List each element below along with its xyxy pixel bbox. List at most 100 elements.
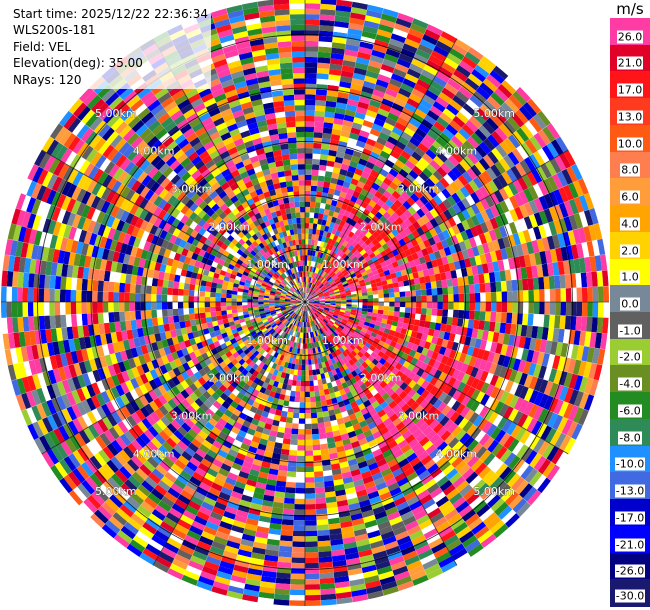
velocity-gate: [503, 223, 513, 237]
velocity-gate: [338, 274, 345, 280]
velocity-gate: [365, 9, 383, 19]
velocity-gate: [327, 269, 333, 276]
velocity-gate: [562, 260, 571, 275]
velocity-gate: [231, 302, 237, 306]
velocity-gate: [560, 288, 567, 302]
velocity-gate: [419, 99, 433, 110]
velocity-gate: [329, 294, 336, 297]
velocity-gate: [281, 519, 294, 526]
velocity-gate: [427, 267, 435, 276]
velocity-gate: [508, 257, 516, 270]
velocity-gate: [307, 271, 310, 277]
velocity-gate: [458, 86, 473, 99]
velocity-gate: [542, 178, 554, 194]
velocity-gate: [465, 119, 479, 133]
velocity-gate: [392, 316, 399, 322]
velocity-gate: [500, 248, 508, 260]
velocity-gate: [498, 366, 508, 379]
velocity-gate: [371, 215, 380, 224]
velocity-gate: [314, 300, 320, 302]
velocity-gate: [483, 272, 491, 283]
velocity-gate: [365, 231, 373, 239]
velocity-gate: [466, 346, 475, 357]
velocity-gate: [315, 287, 320, 293]
velocity-gate: [331, 245, 337, 253]
velocity-gate: [119, 311, 126, 322]
velocity-gate: [351, 233, 359, 241]
velocity-gate: [362, 80, 376, 90]
velocity-gate: [488, 229, 498, 242]
velocity-gate: [305, 255, 308, 261]
velocity-gate: [451, 277, 459, 287]
velocity-gate: [361, 85, 374, 95]
velocity-gate: [477, 173, 488, 186]
velocity-gate: [346, 302, 352, 305]
velocity-gate: [481, 170, 493, 183]
velocity-gate: [432, 295, 438, 302]
velocity-gate: [358, 96, 371, 105]
velocity-gate: [511, 279, 518, 291]
velocity-gate: [335, 300, 342, 302]
velocity-gate: [320, 0, 337, 5]
velocity-gate: [441, 316, 448, 325]
velocity-gate: [411, 343, 419, 352]
velocity-gate: [306, 293, 309, 299]
velocity-gate: [470, 203, 481, 215]
velocity-gate: [388, 310, 395, 316]
velocity-gate: [422, 94, 436, 106]
velocity-gate: [319, 241, 325, 248]
velocity-gate: [356, 273, 363, 279]
velocity-gate: [408, 169, 419, 180]
velocity-gate: [345, 275, 352, 281]
velocity-gate: [404, 312, 411, 319]
velocity-gate: [476, 86, 491, 100]
velocity-gate: [393, 199, 403, 209]
velocity-gate: [316, 519, 329, 526]
velocity-gate: [441, 256, 449, 265]
velocity-gate: [389, 256, 397, 264]
velocity-gate: [305, 541, 318, 548]
velocity-gate: [372, 164, 382, 174]
velocity-gate: [323, 292, 330, 296]
velocity-gate: [394, 302, 401, 307]
velocity-gate: [443, 263, 451, 273]
velocity-gate: [242, 305, 248, 309]
velocity-gate: [292, 546, 305, 553]
velocity-gate: [332, 123, 343, 131]
velocity-gate: [340, 293, 346, 297]
velocity-gate: [372, 309, 379, 314]
velocity-gate: [335, 255, 342, 262]
velocity-gate: [493, 364, 503, 377]
velocity-gate: [474, 283, 481, 293]
velocity-gate: [548, 382, 559, 398]
velocity-gate: [478, 359, 488, 371]
velocity-gate: [497, 84, 513, 99]
velocity-gate: [372, 328, 379, 335]
velocity-gate: [415, 289, 422, 297]
velocity-gate: [350, 273, 357, 279]
velocity-gate: [291, 385, 297, 392]
velocity-gate: [388, 306, 395, 312]
velocity-gate: [473, 319, 480, 330]
velocity-gate: [494, 88, 509, 103]
velocity-gate: [588, 224, 598, 241]
velocity-gate: [548, 206, 559, 222]
velocity-gate: [305, 158, 313, 165]
velocity-gate: [494, 202, 505, 216]
velocity-gate: [417, 326, 425, 334]
velocity-gate: [422, 327, 430, 335]
velocity-gate: [410, 193, 420, 203]
velocity-gate: [570, 344, 579, 360]
velocity-gate: [305, 121, 315, 127]
velocity-gate: [306, 282, 309, 288]
velocity-gate: [362, 148, 372, 157]
velocity-gate: [363, 20, 380, 29]
velocity-gate: [375, 263, 383, 270]
velocity-gate: [482, 154, 495, 168]
velocity-gate: [380, 181, 390, 191]
velocity-gate: [429, 218, 439, 228]
velocity-gate: [552, 355, 561, 370]
velocity-gate: [305, 364, 309, 371]
velocity-gate: [427, 129, 439, 141]
